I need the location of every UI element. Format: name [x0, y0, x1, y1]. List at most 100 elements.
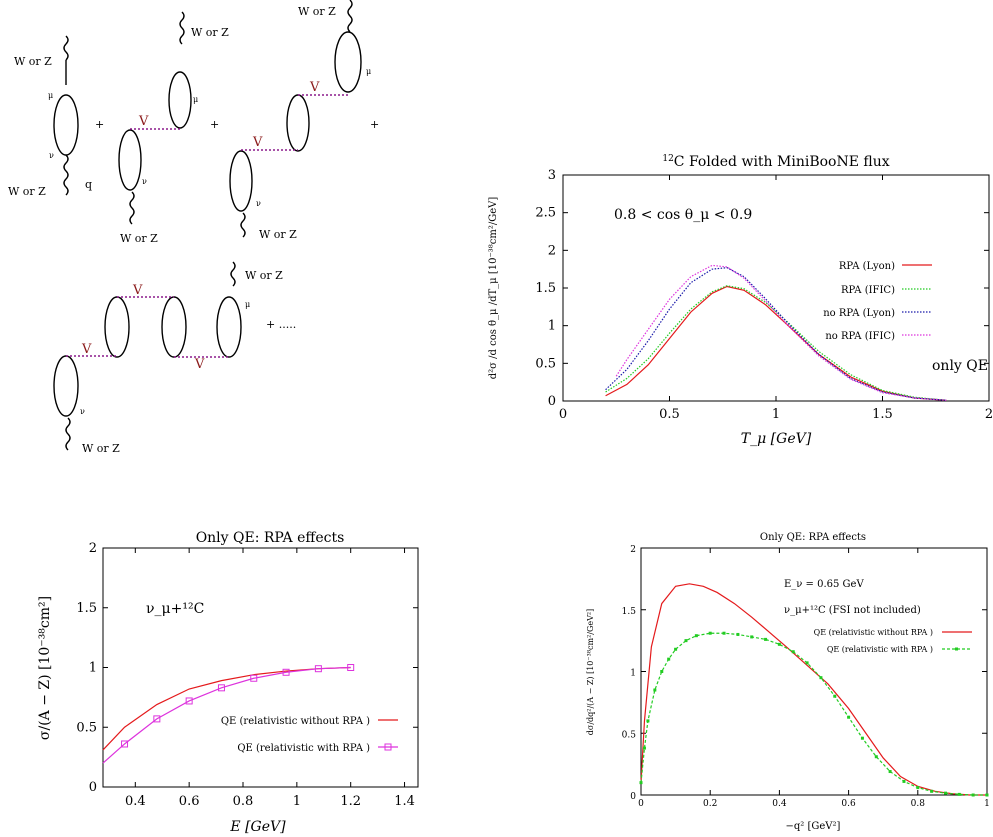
chart-annotation-2: only QE: [932, 358, 988, 374]
q-label: q: [85, 178, 92, 191]
nu-label: ν: [80, 407, 85, 416]
x-tick-label: 1.5: [872, 407, 893, 422]
boson-label: W or Z: [120, 232, 158, 245]
diagram-three-bubbles: [229, 0, 362, 238]
interaction-v-label: V: [132, 283, 143, 298]
boson-line-top: [347, 0, 353, 33]
y-tick-label: 1: [89, 661, 97, 676]
nu-label: ν: [49, 151, 54, 160]
data-point: [736, 632, 740, 636]
y-tick-label: 3: [548, 168, 556, 183]
interaction-v-label: V: [138, 114, 149, 129]
mu-label: μ: [48, 91, 53, 100]
x-tick-label: 0: [638, 799, 644, 809]
chart-title: Only QE: RPA effects: [760, 532, 866, 543]
data-point: [217, 684, 225, 692]
diagram-labels: W or Z μ + ν W or Z q W or Z μ Vν + W or Z W or Z μ V…: [8, 5, 379, 455]
x-axis-label: T_μ [GeV]: [741, 431, 812, 447]
data-point: [916, 786, 920, 790]
legend-label: no RPA (IFIC): [825, 331, 895, 342]
plus-sign: +: [370, 118, 379, 131]
plus-sign: +: [210, 118, 219, 131]
data-point: [902, 779, 906, 783]
x-tick-label: 0: [559, 407, 567, 422]
y-tick-label: 1: [630, 669, 636, 679]
data-point: [888, 770, 892, 774]
y-tick-label: 0: [89, 780, 97, 795]
chart-title: Only QE: RPA effects: [196, 530, 345, 546]
data-point: [750, 635, 754, 639]
boson-label: W or Z: [245, 269, 283, 282]
boson-line-top: [63, 35, 69, 61]
series-line-1: [605, 285, 947, 401]
chart-annotation: ν_μ+¹²C: [146, 601, 204, 617]
y-tick-label: 0.5: [622, 730, 637, 740]
data-point: [847, 715, 851, 719]
legend-label: QE (relativistic without RPA ): [221, 716, 370, 727]
y-tick-label: 0.5: [535, 356, 556, 371]
boson-label: W or Z: [8, 185, 46, 198]
data-point: [777, 642, 781, 646]
boson-label: W or Z: [259, 228, 297, 241]
y-tick-label: 0: [548, 394, 556, 409]
bubble-loop: [229, 150, 253, 212]
data-point: [121, 740, 129, 748]
series-line-0: [605, 285, 947, 401]
data-point: [805, 661, 809, 665]
boson-line-bottom: [63, 154, 69, 196]
chart-sigma-vs-energy: 0.4 0.6 0.8 1 1.2 1.4 0 0.5 1 1.5 2 Only QE: RPA ef…: [37, 530, 419, 835]
y-tick-label: 2: [548, 243, 556, 258]
diagram-two-bubbles: [118, 11, 192, 225]
data-point: [642, 746, 646, 750]
data-point: [653, 688, 657, 692]
x-tick-label: 1: [772, 407, 780, 422]
data-point: [833, 694, 837, 698]
data-point: [971, 793, 975, 797]
data-point: [282, 668, 290, 676]
y-tick-label: 0: [630, 792, 636, 802]
y-axis-label: dσ/dq²/(A − Z) [10⁻³⁸cm²/GeV²]: [586, 609, 595, 735]
x-axis-label: −q² [GeV²]: [786, 821, 841, 832]
x-tick-label: 0.4: [125, 794, 146, 809]
bubble-loop: [216, 296, 242, 358]
data-point: [874, 755, 878, 759]
mu-label: μ: [245, 300, 250, 309]
series-line-1: [640, 632, 987, 796]
data-point: [791, 650, 795, 654]
data-point: [674, 647, 678, 651]
x-tick-label: 0.2: [703, 799, 717, 809]
legend-label: no RPA (Lyon): [823, 308, 895, 319]
data-point: [764, 637, 768, 641]
mu-label: μ: [366, 67, 371, 76]
bubble-loop: [104, 296, 130, 358]
boson-line-bottom: [240, 212, 246, 238]
series-line-3: [615, 264, 947, 401]
data-point: [708, 631, 712, 635]
data-point: [930, 789, 934, 793]
data-point: [819, 676, 823, 680]
y-axis-label: d²σ /d cos θ_μ /dT_μ [10⁻³⁸cm²/GeV]: [488, 197, 499, 380]
x-tick-label: 0.6: [841, 799, 856, 809]
data-point: [185, 697, 193, 705]
data-point: [957, 792, 961, 796]
boson-line-top: [179, 11, 185, 45]
data-point: [694, 634, 698, 638]
y-tick-label: 1.5: [622, 607, 637, 617]
x-tick-label: 0.8: [233, 794, 254, 809]
data-point: [250, 674, 258, 682]
chart-annotation: E_ν = 0.65 GeV: [784, 579, 864, 590]
legend-label: RPA (IFIC): [841, 285, 895, 296]
y-tick-label: 2.5: [535, 206, 556, 221]
data-point: [153, 715, 161, 723]
bubble-loop: [334, 31, 362, 93]
bubble-loop: [161, 296, 187, 358]
x-tick-label: 0.5: [659, 407, 680, 422]
mu-label: μ: [193, 95, 198, 104]
x-tick-label: 0.4: [772, 799, 787, 809]
continuation-label: + .....: [266, 318, 296, 331]
plus-sign: +: [95, 118, 104, 131]
boson-label: W or Z: [191, 26, 229, 39]
interaction-v-label: V: [194, 357, 205, 372]
data-point: [985, 793, 989, 797]
